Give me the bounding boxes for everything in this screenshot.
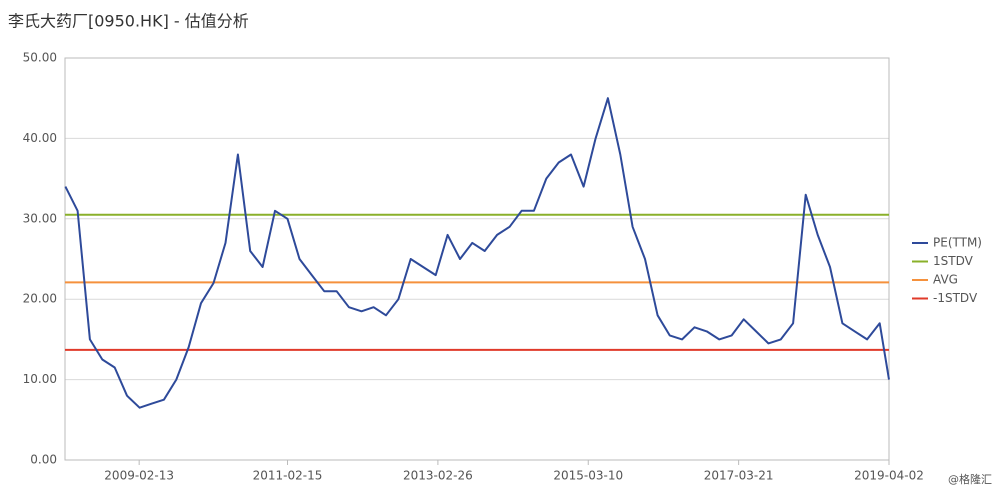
- x-tick-label: 2013-02-26: [403, 469, 473, 483]
- x-tick-label: 2011-02-15: [253, 469, 323, 483]
- legend-label: 1STDV: [933, 254, 974, 268]
- x-tick-label: 2017-03-21: [704, 469, 774, 483]
- y-tick-label: 40.00: [23, 131, 57, 145]
- x-tick-label: 2019-04-02: [854, 469, 924, 483]
- y-tick-label: 30.00: [23, 211, 57, 225]
- y-tick-label: 50.00: [23, 51, 57, 65]
- watermark: @格隆汇: [948, 472, 992, 486]
- legend-label: PE(TTM): [933, 236, 982, 250]
- plot-frame: [64, 57, 890, 461]
- y-tick-label: 10.00: [23, 372, 57, 386]
- x-tick-label: 2009-02-13: [104, 469, 174, 483]
- y-tick-label: 0.00: [30, 453, 57, 467]
- x-tick-label: 2015-03-10: [553, 469, 623, 483]
- pe-line: [64, 97, 890, 409]
- legend-label: -1STDV: [933, 291, 978, 305]
- chart-title: 李氏大药厂[0950.HK] - 估值分析: [8, 12, 249, 31]
- legend-label: AVG: [933, 273, 958, 287]
- y-tick-label: 20.00: [23, 292, 57, 306]
